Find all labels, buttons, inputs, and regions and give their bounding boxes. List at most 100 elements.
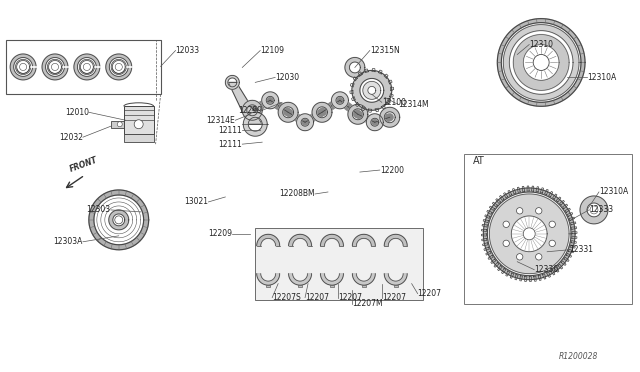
Text: 12303A: 12303A	[54, 237, 83, 246]
Text: 12207: 12207	[338, 293, 362, 302]
Polygon shape	[289, 274, 312, 285]
Polygon shape	[257, 234, 280, 246]
Polygon shape	[89, 190, 148, 250]
Polygon shape	[225, 76, 239, 89]
Bar	[255, 228, 422, 299]
Bar	[266, 285, 270, 287]
Text: 12333: 12333	[589, 205, 613, 214]
Text: 12100: 12100	[382, 98, 406, 107]
Circle shape	[115, 63, 122, 71]
Text: 12207: 12207	[418, 289, 442, 298]
Polygon shape	[580, 196, 608, 224]
Text: 12303: 12303	[86, 205, 111, 214]
Text: 12208BM: 12208BM	[280, 189, 315, 199]
Polygon shape	[106, 54, 132, 80]
Polygon shape	[380, 107, 400, 127]
Polygon shape	[321, 234, 344, 246]
Bar	[124, 134, 154, 142]
Circle shape	[117, 122, 122, 127]
Circle shape	[83, 63, 90, 71]
Text: 12032: 12032	[59, 133, 83, 142]
Circle shape	[524, 228, 535, 240]
Polygon shape	[353, 274, 375, 285]
Text: AT: AT	[472, 156, 484, 166]
Polygon shape	[228, 82, 262, 124]
Polygon shape	[348, 104, 368, 124]
Polygon shape	[262, 92, 278, 109]
Circle shape	[516, 208, 523, 214]
Polygon shape	[296, 114, 314, 131]
Text: 12030: 12030	[275, 73, 300, 82]
Text: 12331: 12331	[569, 245, 593, 254]
Bar	[465, 154, 632, 304]
Text: 12033: 12033	[175, 46, 200, 55]
Polygon shape	[243, 100, 262, 120]
Text: 12207: 12207	[382, 293, 406, 302]
Text: 12109: 12109	[260, 46, 284, 55]
Text: 12314E: 12314E	[207, 116, 236, 125]
Polygon shape	[384, 274, 407, 285]
Polygon shape	[353, 234, 375, 246]
Polygon shape	[289, 234, 312, 246]
Polygon shape	[257, 274, 280, 285]
Polygon shape	[74, 54, 100, 80]
Text: 12209: 12209	[209, 229, 232, 238]
Text: 12111: 12111	[218, 126, 243, 135]
Text: FRONT: FRONT	[69, 155, 99, 174]
Text: 12314M: 12314M	[397, 100, 428, 109]
Polygon shape	[363, 81, 381, 99]
Polygon shape	[490, 194, 569, 274]
Circle shape	[516, 254, 523, 260]
Circle shape	[503, 221, 509, 227]
Text: 12310A: 12310A	[587, 73, 616, 82]
Polygon shape	[42, 54, 68, 80]
Polygon shape	[321, 274, 344, 285]
Circle shape	[536, 254, 542, 260]
Circle shape	[549, 221, 556, 227]
Text: 12315N: 12315N	[370, 46, 399, 55]
Circle shape	[533, 54, 549, 70]
Text: 12010: 12010	[65, 108, 89, 117]
Polygon shape	[243, 112, 267, 136]
Text: 13021: 13021	[184, 198, 209, 206]
Circle shape	[590, 206, 598, 214]
Text: 12207: 12207	[305, 293, 329, 302]
Circle shape	[503, 240, 509, 247]
Bar	[394, 285, 397, 287]
Text: 12299: 12299	[238, 106, 262, 115]
Polygon shape	[312, 102, 332, 122]
Polygon shape	[332, 92, 348, 109]
Polygon shape	[15, 60, 31, 74]
Polygon shape	[384, 234, 407, 246]
Polygon shape	[47, 60, 63, 74]
Polygon shape	[79, 60, 95, 74]
Bar	[111, 121, 129, 128]
Polygon shape	[10, 54, 36, 80]
Circle shape	[20, 63, 27, 71]
Bar	[362, 285, 365, 287]
Text: 12330: 12330	[534, 265, 558, 274]
Polygon shape	[352, 70, 392, 110]
Bar	[6, 39, 161, 94]
Polygon shape	[345, 58, 365, 77]
Polygon shape	[483, 188, 575, 280]
Circle shape	[115, 216, 123, 224]
Bar	[298, 285, 302, 287]
Polygon shape	[366, 114, 383, 131]
Text: R1200028: R1200028	[559, 352, 598, 361]
Polygon shape	[513, 35, 569, 90]
Text: 12310: 12310	[529, 40, 553, 49]
Circle shape	[536, 208, 542, 214]
Polygon shape	[503, 25, 579, 100]
Text: 12111: 12111	[218, 140, 243, 149]
Circle shape	[549, 240, 556, 247]
Text: 12207S: 12207S	[272, 293, 301, 302]
Polygon shape	[497, 19, 585, 106]
Text: 12310A: 12310A	[599, 187, 628, 196]
Polygon shape	[278, 102, 298, 122]
Text: 12207M: 12207M	[352, 299, 383, 308]
Circle shape	[51, 63, 58, 71]
Polygon shape	[109, 210, 129, 230]
Text: 12200: 12200	[380, 166, 404, 174]
Circle shape	[134, 120, 143, 129]
